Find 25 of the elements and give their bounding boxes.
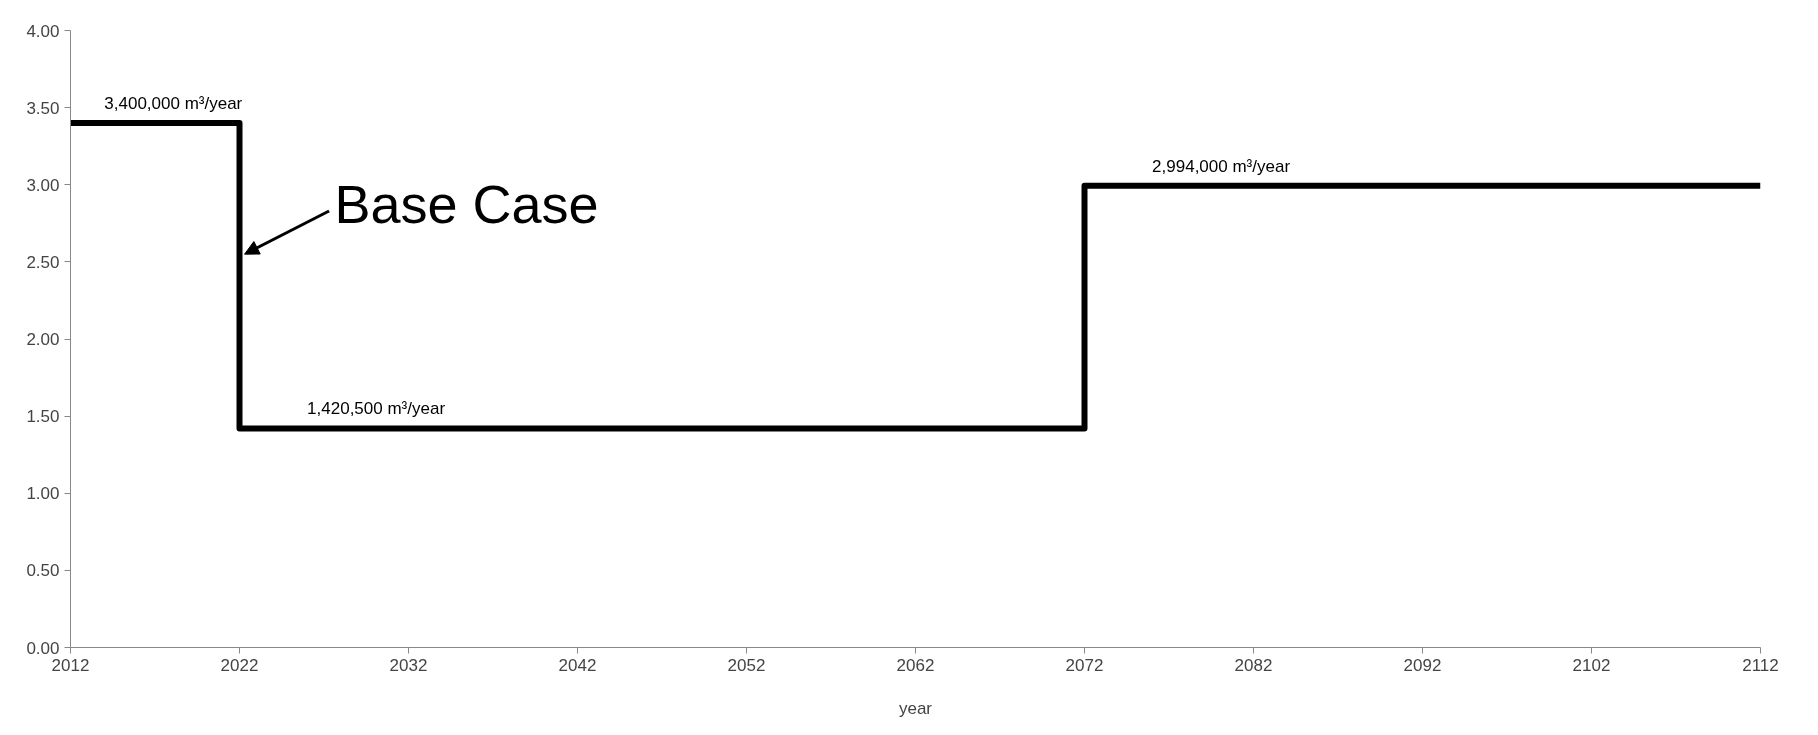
x-axis-title: year bbox=[898, 698, 933, 718]
y-tick-label: 1.50 bbox=[26, 407, 60, 427]
x-tick-label: 2052 bbox=[727, 655, 766, 675]
y-tick-label: 4.00 bbox=[26, 21, 60, 41]
y-tick-label: 0.50 bbox=[26, 561, 60, 581]
x-tick-label: 2092 bbox=[1403, 655, 1442, 675]
x-tick-label: 2042 bbox=[558, 655, 597, 675]
y-tick-label: 2.00 bbox=[26, 330, 60, 349]
x-tick-label: 2032 bbox=[389, 655, 428, 675]
x-tick-label: 2062 bbox=[896, 655, 935, 675]
annotation: 1,420,500 m³/year bbox=[307, 399, 446, 419]
y-tick-label: 1.00 bbox=[26, 484, 60, 504]
y-tick-label: 0.00 bbox=[26, 638, 60, 658]
x-tick-label: 2112 bbox=[1742, 655, 1779, 675]
x-tick-label: 2022 bbox=[220, 655, 259, 675]
annotation: Base Case bbox=[334, 174, 599, 235]
y-tick-label: 2.50 bbox=[26, 252, 60, 272]
y-tick-label: 3.00 bbox=[26, 175, 60, 195]
x-tick-label: 2082 bbox=[1234, 655, 1273, 675]
x-tick-label: 2102 bbox=[1572, 655, 1611, 675]
annotation: 2,994,000 m³/year bbox=[1152, 156, 1291, 176]
annotation: 3,400,000 m³/year bbox=[104, 94, 243, 114]
x-tick-label: 2012 bbox=[51, 655, 90, 675]
y-tick-label: 3.50 bbox=[26, 98, 60, 118]
x-tick-label: 2072 bbox=[1065, 655, 1104, 675]
